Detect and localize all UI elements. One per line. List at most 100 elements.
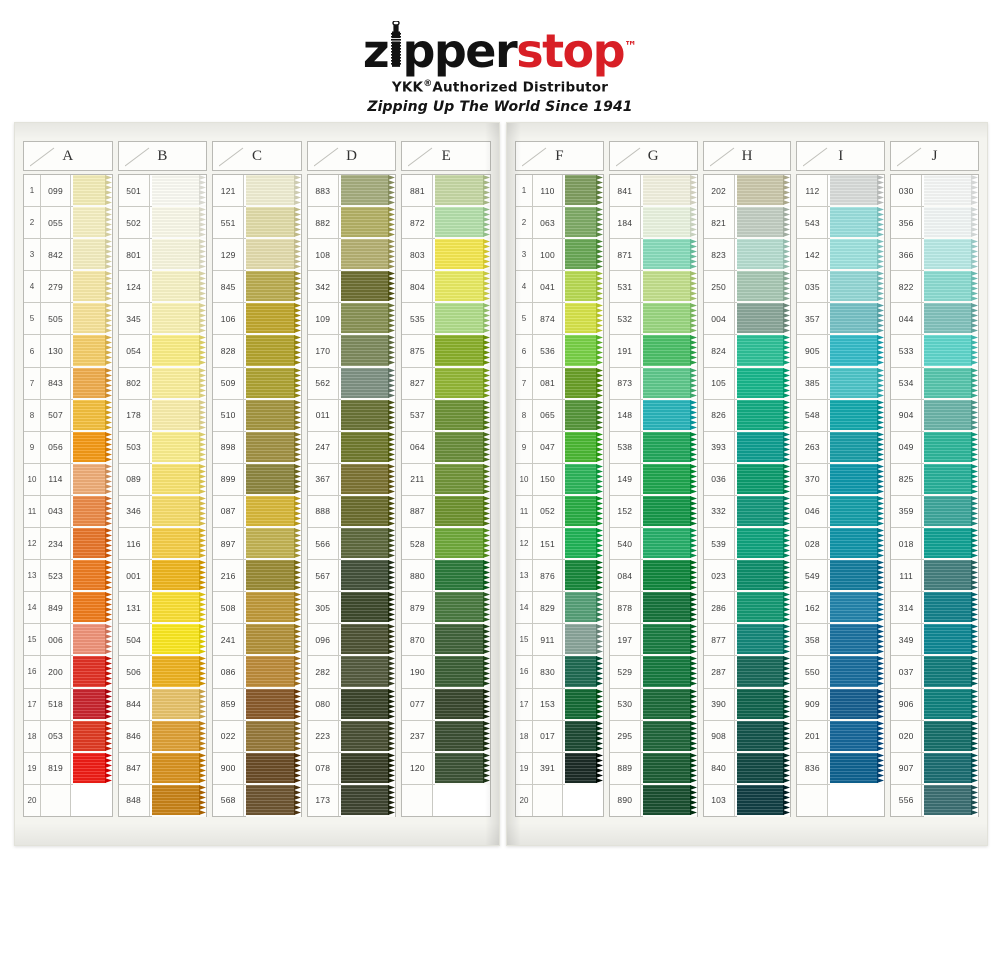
table-row[interactable]: 390 [703,688,791,721]
table-row[interactable]: 004 [703,303,791,336]
color-swatch[interactable] [338,495,396,529]
table-row[interactable]: 882 [307,207,396,240]
color-swatch[interactable] [433,752,490,785]
table-row[interactable]: 543 [797,207,885,240]
table-row[interactable]: 836 [797,752,885,785]
color-swatch[interactable] [244,463,301,496]
color-swatch[interactable] [244,784,301,817]
table-row[interactable]: 905 [797,335,885,368]
color-swatch[interactable] [828,720,885,753]
color-swatch[interactable] [433,560,490,593]
table-row[interactable]: 131 [118,592,207,625]
color-swatch[interactable] [71,560,112,593]
table-row[interactable]: 556 [891,784,978,817]
table-row[interactable]: 036 [703,463,791,496]
table-row[interactable]: 028 [797,528,885,561]
table-row[interactable]: 883 [307,175,396,208]
color-swatch[interactable] [734,463,791,496]
color-swatch[interactable] [640,431,697,464]
table-row[interactable]: 881 [402,175,490,208]
color-swatch[interactable] [640,656,697,689]
color-swatch[interactable] [828,367,885,400]
table-row[interactable]: 15 006 [24,624,112,657]
color-swatch[interactable] [922,367,978,400]
color-swatch[interactable] [563,688,603,721]
color-swatch[interactable] [828,431,885,464]
color-swatch[interactable] [338,688,396,721]
color-swatch[interactable] [244,592,301,625]
table-row[interactable]: 366 [891,239,978,272]
table-row[interactable]: 823 [703,239,791,272]
color-swatch[interactable] [922,335,978,368]
color-swatch[interactable] [922,239,978,272]
table-row[interactable]: 845 [213,271,301,304]
color-swatch[interactable] [149,560,207,593]
color-swatch[interactable] [734,592,791,625]
table-row[interactable]: 345 [118,303,207,336]
table-row[interactable]: 17 153 [516,688,603,721]
table-row[interactable]: 4 041 [516,271,603,304]
color-swatch[interactable] [563,656,603,689]
table-row[interactable]: 888 [307,495,396,529]
table-row[interactable]: 859 [213,688,301,721]
table-row[interactable]: 824 [703,335,791,368]
table-row[interactable]: 178 [118,399,207,432]
color-swatch[interactable] [149,431,207,464]
table-row[interactable]: 9 047 [516,431,603,464]
color-swatch[interactable] [244,624,301,657]
color-swatch[interactable] [922,207,978,240]
table-row[interactable]: 103 [703,784,791,817]
table-row[interactable]: 10 114 [24,463,112,496]
color-swatch[interactable] [71,399,112,432]
color-swatch[interactable] [338,303,396,336]
color-swatch[interactable] [433,335,490,368]
table-row[interactable]: 385 [797,367,885,400]
color-swatch[interactable] [338,431,396,464]
color-swatch[interactable] [149,239,207,272]
table-row[interactable]: 170 [307,335,396,368]
table-row[interactable]: 532 [609,303,697,336]
table-row[interactable]: 2 063 [516,207,603,240]
color-swatch[interactable] [71,688,112,721]
table-row[interactable]: 001 [118,560,207,593]
table-row[interactable]: 359 [891,495,978,529]
color-swatch[interactable] [433,592,490,625]
table-row[interactable]: 080 [307,688,396,721]
color-swatch[interactable] [828,592,885,625]
table-row[interactable]: 6 130 [24,335,112,368]
color-swatch[interactable] [828,784,885,816]
color-swatch[interactable] [828,752,885,785]
table-row[interactable]: 501 [118,175,207,208]
table-row[interactable]: 148 [609,399,697,432]
table-row[interactable]: 089 [118,463,207,496]
color-swatch[interactable] [433,688,490,721]
color-swatch[interactable] [71,592,112,625]
color-swatch[interactable] [338,528,396,561]
table-row[interactable]: 286 [703,592,791,625]
color-swatch[interactable] [922,431,978,464]
color-swatch[interactable] [734,752,791,785]
table-row[interactable]: 840 [703,752,791,785]
table-row[interactable]: 890 [609,784,697,817]
table-row[interactable]: 826 [703,399,791,432]
table-row[interactable]: 1 099 [24,175,112,208]
color-swatch[interactable] [734,495,791,529]
color-swatch[interactable] [71,752,112,785]
color-swatch[interactable] [338,335,396,368]
table-row[interactable]: 900 [213,752,301,785]
table-row[interactable]: 534 [891,367,978,400]
color-swatch[interactable] [563,271,603,304]
table-row[interactable]: 19 391 [516,752,603,785]
color-swatch[interactable] [244,399,301,432]
color-swatch[interactable] [244,656,301,689]
color-swatch[interactable] [828,271,885,304]
table-row[interactable]: 875 [402,335,490,368]
table-row[interactable]: 349 [891,624,978,657]
table-row[interactable]: 044 [891,303,978,336]
color-swatch[interactable] [71,784,112,816]
table-row[interactable]: 531 [609,271,697,304]
color-swatch[interactable] [149,367,207,400]
color-swatch[interactable] [734,528,791,561]
table-row[interactable]: 105 [703,367,791,400]
table-row[interactable]: 509 [213,367,301,400]
